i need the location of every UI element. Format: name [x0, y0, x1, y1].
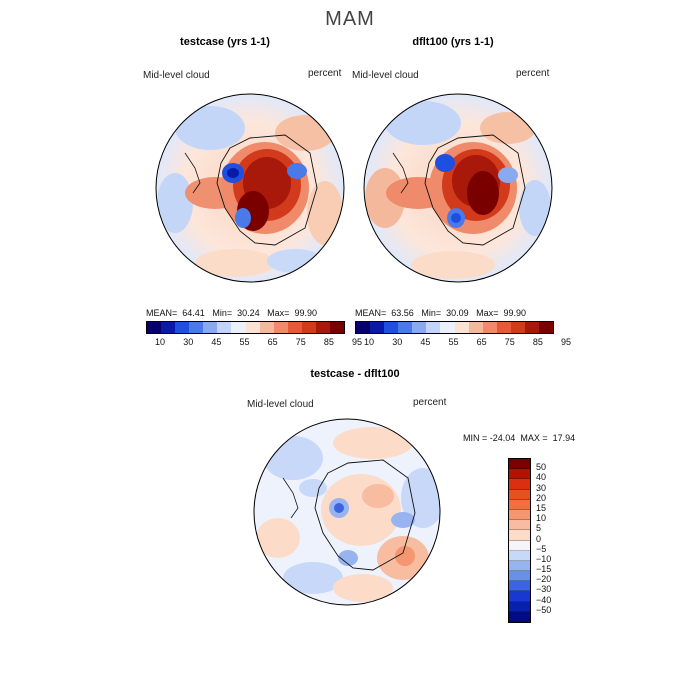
colorbar-swatch [524, 322, 540, 333]
panel-title-dflt100: dflt100 (yrs 1-1) [412, 36, 494, 48]
colorbar-tick-label: 55 [448, 337, 459, 347]
colorbar-tick-label: 40 [536, 472, 547, 483]
colorbar-tick-label: 30 [392, 337, 403, 347]
colorbar-tick-label: 45 [420, 337, 431, 347]
colorbar-swatch [245, 322, 260, 333]
colorbar-swatch [287, 322, 302, 333]
colorbar-tick-label: 10 [536, 513, 547, 524]
colorbar-tick-label: −15 [536, 564, 552, 575]
colorbar-tick-label: −10 [536, 553, 552, 564]
colorbar-swatch [509, 499, 530, 510]
colorbar-swatch [509, 611, 530, 622]
colorbar-ticks-difference: 50 40 30 20 15 10 5 0 −5 −10 −15 −20 −30 −40 −50 [536, 458, 576, 621]
colorbar-swatch [440, 322, 455, 333]
stats-line-testcase: MEAN= 64.41 Min= 30.24 Max= 99.90 [146, 308, 317, 318]
units-label: percent [516, 68, 550, 79]
colorbar-dflt100 [355, 321, 554, 334]
colorbar-swatch [217, 322, 232, 333]
polar-map-testcase [155, 93, 345, 283]
colorbar-swatch [509, 550, 530, 561]
colorbar-swatch [356, 322, 371, 333]
colorbar-swatch [509, 571, 530, 582]
colorbar-tick-label: 20 [536, 492, 547, 503]
colorbar-swatch [509, 489, 530, 500]
colorbar-swatch [454, 322, 469, 333]
colorbar-tick-label: 75 [295, 337, 306, 347]
colorbar-swatch [482, 322, 497, 333]
colorbar-swatch [189, 322, 204, 333]
polar-map-difference [253, 418, 441, 606]
colorbar-tick-label: −50 [536, 604, 552, 615]
colorbar-swatch [301, 322, 316, 333]
polar-map-dflt100 [363, 93, 553, 283]
variable-label: Mid-level cloud [143, 70, 210, 81]
colorbar-tick-label: 15 [536, 502, 547, 513]
colorbar-swatch [259, 322, 274, 333]
colorbar-ticks-testcase: 10 30 45 55 65 75 85 95 [146, 337, 362, 349]
colorbar-swatch [509, 560, 530, 572]
colorbar-tick-label: 65 [267, 337, 278, 347]
diff-min-max: MIN = -24.04 MAX = 17.94 [463, 433, 576, 443]
page-title: MAM [325, 8, 375, 30]
colorbar-swatch [509, 520, 530, 531]
colorbar-swatch [412, 322, 427, 333]
colorbar-swatch [509, 540, 530, 551]
panel-title-difference: testcase - dflt100 [310, 368, 400, 380]
colorbar-tick-label: 10 [364, 337, 375, 347]
colorbar-tick-label: −30 [536, 584, 552, 595]
colorbar-tick-label: −20 [536, 574, 552, 585]
colorbar-tick-label: 85 [323, 337, 334, 347]
colorbar-swatch [509, 469, 530, 480]
colorbar-swatch [509, 509, 530, 521]
colorbar-tick-label: 50 [536, 462, 547, 473]
colorbar-swatch [509, 591, 530, 602]
colorbar-swatch [370, 322, 385, 333]
colorbar-tick-label: 65 [476, 337, 487, 347]
variable-label: Mid-level cloud [352, 70, 419, 81]
colorbar-swatch [509, 601, 530, 612]
colorbar-tick-label: 30 [536, 482, 547, 493]
colorbar-tick-label: 5 [536, 523, 542, 534]
colorbar-swatch [384, 322, 399, 333]
colorbar-swatch [273, 322, 288, 333]
colorbar-tick-label: −5 [536, 543, 547, 554]
colorbar-tick-label: 0 [536, 533, 542, 544]
colorbar-swatch [509, 530, 530, 541]
colorbar-tick-label: 45 [211, 337, 222, 347]
colorbar-tick-label: 10 [155, 337, 166, 347]
stats-line-dflt100: MEAN= 63.56 Min= 30.09 Max= 99.90 [355, 308, 526, 318]
colorbar-swatch [426, 322, 441, 333]
colorbar-difference [508, 458, 531, 623]
colorbar-swatch [203, 322, 218, 333]
panel-title-testcase: testcase (yrs 1-1) [180, 36, 270, 48]
colorbar-testcase [146, 321, 345, 334]
colorbar-swatch [231, 322, 246, 333]
colorbar-swatch [147, 322, 162, 333]
colorbar-swatch [161, 322, 176, 333]
colorbar-swatch [510, 322, 525, 333]
colorbar-tick-label: −40 [536, 594, 552, 605]
colorbar-tick-label: 95 [352, 337, 363, 347]
colorbar-swatch [398, 322, 413, 333]
colorbar-swatch [496, 322, 511, 333]
colorbar-swatch [175, 322, 190, 333]
colorbar-swatch [509, 479, 530, 490]
colorbar-swatch [315, 322, 331, 333]
units-label: percent [413, 397, 447, 408]
colorbar-swatch [509, 459, 530, 470]
colorbar-ticks-dflt100: 10 30 45 55 65 75 85 95 [355, 337, 571, 349]
colorbar-tick-label: 85 [532, 337, 543, 347]
colorbar-tick-label: 55 [239, 337, 250, 347]
colorbar-tick-label: 30 [183, 337, 194, 347]
colorbar-swatch [509, 581, 530, 592]
colorbar-swatch [468, 322, 483, 333]
variable-label: Mid-level cloud [247, 399, 314, 410]
colorbar-swatch [539, 322, 554, 333]
colorbar-tick-label: 75 [504, 337, 515, 347]
units-label: percent [308, 68, 342, 79]
colorbar-tick-label: 95 [561, 337, 572, 347]
colorbar-swatch [330, 322, 345, 333]
